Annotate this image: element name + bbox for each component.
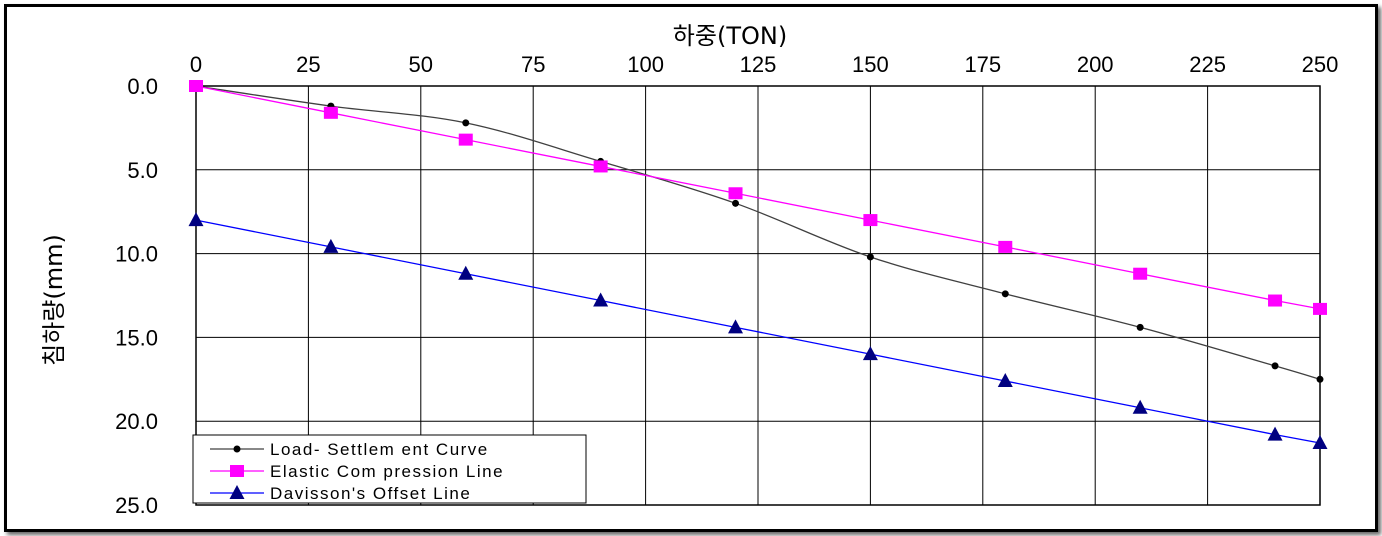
data-point-square xyxy=(230,465,244,477)
y-tick-label: 10.0 xyxy=(115,242,158,267)
y-tick-label: 25.0 xyxy=(115,493,158,518)
legend-label: Elastic Com pression Line xyxy=(270,462,504,481)
x-tick-label: 25 xyxy=(296,52,320,77)
data-point-circle xyxy=(1001,290,1009,298)
data-point-circle xyxy=(866,253,874,261)
x-tick-label: 175 xyxy=(964,52,1001,77)
y-tick-label: 20.0 xyxy=(115,409,158,434)
data-point-square xyxy=(728,187,743,200)
y-axis-tick-labels: 0.0 5.0 10.0 15.0 20.0 25.0 xyxy=(115,74,158,518)
data-point-circle xyxy=(1316,375,1324,383)
x-axis-tick-labels: 0 25 50 75 100 125 150 175 200 225 250 xyxy=(190,52,1338,77)
series-square xyxy=(189,80,1327,315)
data-point-triangle xyxy=(188,212,204,227)
y-tick-label: 15.0 xyxy=(115,325,158,350)
y-tick-label: 0.0 xyxy=(127,74,158,99)
x-axis-title: 하중(TON) xyxy=(673,22,787,50)
data-point-square xyxy=(863,214,878,227)
x-tick-label: 100 xyxy=(627,52,664,77)
data-point-triangle xyxy=(1132,399,1148,414)
x-tick-label: 150 xyxy=(852,52,889,77)
data-point-circle xyxy=(233,445,241,453)
series-line xyxy=(195,85,1321,310)
x-tick-label: 75 xyxy=(521,52,545,77)
data-point-square xyxy=(998,240,1013,253)
data-point-triangle xyxy=(1312,434,1328,449)
series-line xyxy=(195,219,1321,444)
data-point-triangle xyxy=(593,292,609,307)
data-point-triangle xyxy=(458,265,474,280)
data-point-square xyxy=(593,160,608,173)
data-point-square xyxy=(189,80,203,92)
data-point-circle xyxy=(1136,323,1144,331)
x-tick-label: 250 xyxy=(1302,52,1339,77)
y-axis-title: 침하량(mm) xyxy=(40,234,68,366)
x-tick-label: 0 xyxy=(190,52,202,77)
legend-label: Load- Settlem ent Curve xyxy=(270,440,489,459)
x-tick-label: 225 xyxy=(1189,52,1226,77)
series-triangle xyxy=(188,212,1328,449)
data-point-square xyxy=(1268,294,1283,307)
x-tick-label: 200 xyxy=(1077,52,1114,77)
plot-area-border xyxy=(195,85,1321,506)
data-point-circle xyxy=(1271,362,1279,370)
data-point-square xyxy=(1313,302,1327,315)
data-point-square xyxy=(323,106,338,119)
legend: Load- Settlem ent Curve Elastic Com press… xyxy=(192,434,587,504)
data-point-triangle xyxy=(728,319,744,334)
x-tick-label: 50 xyxy=(409,52,433,77)
data-point-square xyxy=(458,133,473,146)
data-point-circle xyxy=(732,199,740,207)
legend-box xyxy=(192,434,587,504)
data-point-circle xyxy=(462,119,470,127)
series-layer xyxy=(188,80,1328,449)
legend-label: Davisson's Offset Line xyxy=(270,484,471,503)
x-tick-label: 125 xyxy=(740,52,777,77)
y-tick-label: 5.0 xyxy=(127,158,158,183)
data-point-triangle xyxy=(229,485,245,499)
data-point-triangle xyxy=(997,372,1013,387)
data-point-square xyxy=(1133,267,1148,280)
data-point-triangle xyxy=(323,238,339,253)
series-line xyxy=(195,85,1321,380)
data-point-triangle xyxy=(1267,426,1283,441)
data-point-triangle xyxy=(862,346,878,361)
